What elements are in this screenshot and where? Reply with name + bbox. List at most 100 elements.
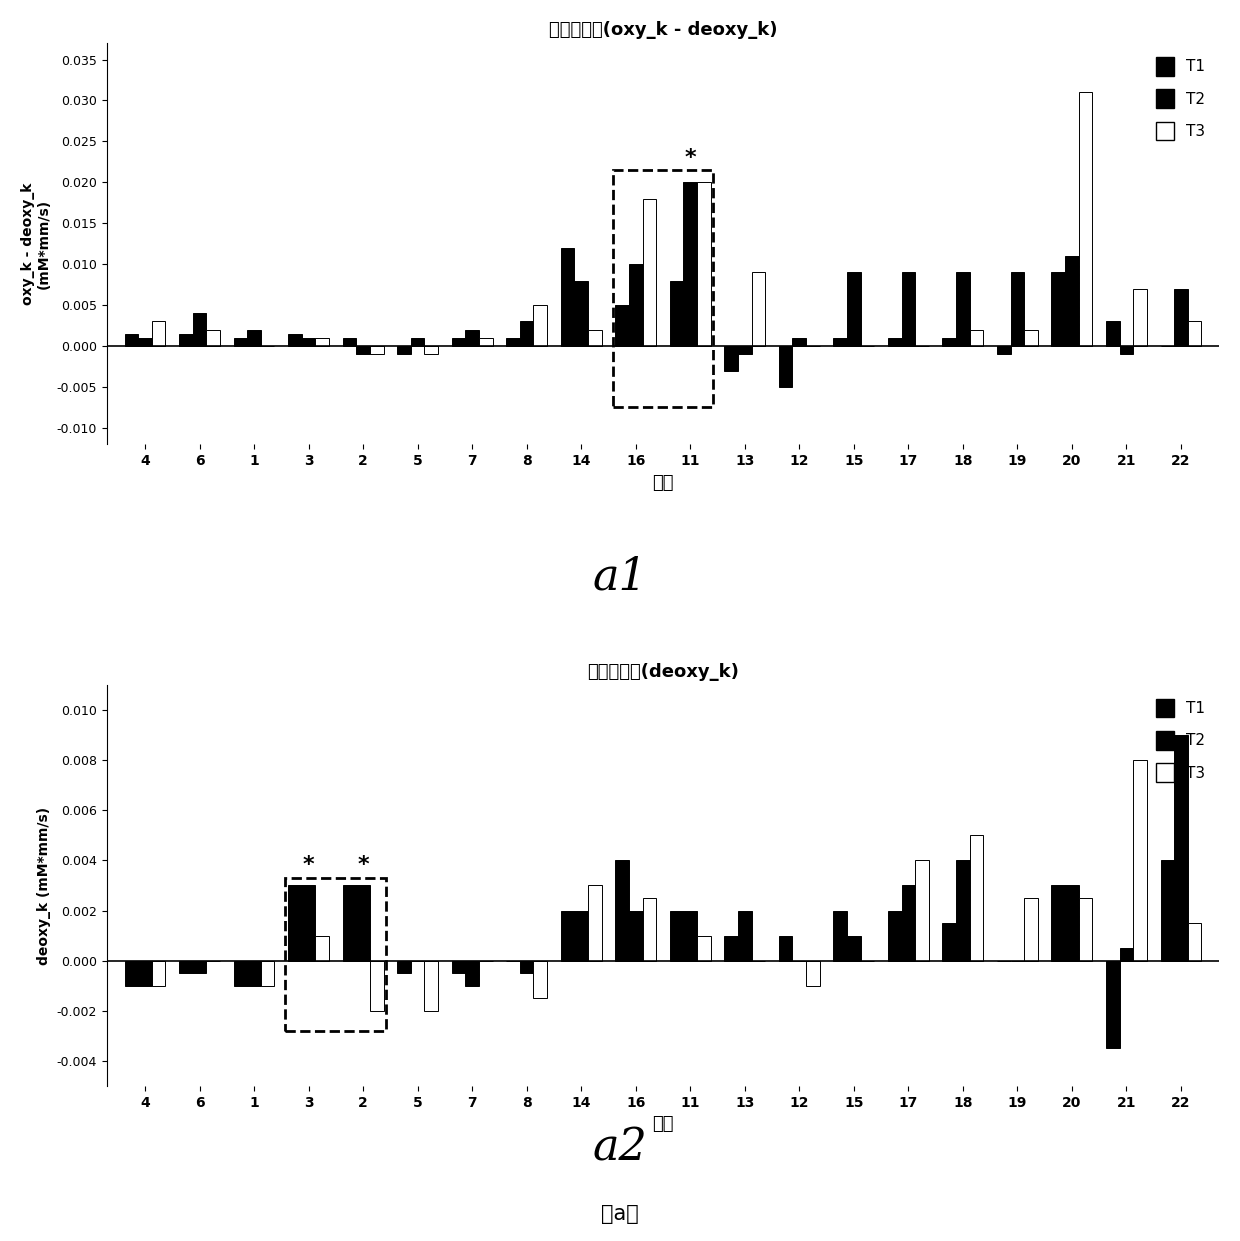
Bar	[1052, 886, 1065, 961]
Bar	[356, 886, 370, 961]
Bar	[970, 330, 983, 346]
Bar	[724, 346, 738, 371]
Bar	[901, 886, 915, 961]
Bar	[942, 923, 956, 961]
Text: （a）: （a）	[601, 1204, 639, 1224]
Bar	[1120, 948, 1133, 961]
Bar	[901, 272, 915, 346]
Bar	[1188, 321, 1202, 346]
Bar	[397, 346, 410, 354]
Legend: T1, T2, T3: T1, T2, T3	[1149, 692, 1211, 788]
Bar	[738, 911, 751, 961]
Bar	[247, 330, 260, 346]
Bar	[615, 860, 629, 961]
Bar	[138, 338, 151, 346]
Bar	[1174, 289, 1188, 346]
Bar	[683, 911, 697, 961]
Bar	[1106, 321, 1120, 346]
Bar	[151, 321, 165, 346]
Bar	[288, 334, 301, 346]
Bar	[670, 280, 683, 346]
Bar	[424, 961, 438, 1011]
Bar	[533, 305, 547, 346]
Bar	[792, 338, 806, 346]
Bar	[724, 936, 738, 961]
Bar	[1065, 886, 1079, 961]
Bar	[642, 199, 656, 346]
Bar	[233, 338, 247, 346]
Bar	[997, 346, 1011, 354]
Bar	[479, 338, 492, 346]
Bar	[1079, 898, 1092, 961]
Bar	[915, 860, 929, 961]
Bar	[956, 860, 970, 961]
Bar	[1120, 346, 1133, 354]
Bar	[356, 346, 370, 354]
Bar	[520, 961, 533, 973]
Bar	[888, 911, 901, 961]
Bar	[560, 911, 574, 961]
Bar	[533, 961, 547, 998]
Text: *: *	[684, 149, 696, 169]
Bar	[451, 961, 465, 973]
Bar	[451, 338, 465, 346]
Bar	[956, 272, 970, 346]
Bar	[560, 248, 574, 346]
Bar	[285, 877, 387, 1031]
Bar	[806, 961, 820, 985]
Bar	[151, 961, 165, 985]
Bar	[520, 321, 533, 346]
Bar	[247, 961, 260, 985]
Bar	[465, 961, 479, 985]
Bar	[613, 170, 713, 407]
Y-axis label: deoxy_k (mM*mm/s): deoxy_k (mM*mm/s)	[37, 807, 51, 964]
Title: 低阻力运动(deoxy_k): 低阻力运动(deoxy_k)	[587, 663, 739, 680]
Bar	[1052, 272, 1065, 346]
Bar	[670, 911, 683, 961]
Bar	[833, 911, 847, 961]
Bar	[779, 346, 792, 387]
Title: 低阻力运动(oxy_k - deoxy_k): 低阻力运动(oxy_k - deoxy_k)	[549, 21, 777, 38]
Bar	[697, 936, 711, 961]
Bar	[179, 334, 192, 346]
Bar	[342, 338, 356, 346]
Bar	[1106, 961, 1120, 1049]
Bar	[315, 338, 329, 346]
Bar	[738, 346, 751, 354]
Bar	[1188, 923, 1202, 961]
Bar	[1133, 761, 1147, 961]
Bar	[506, 338, 520, 346]
Bar	[301, 886, 315, 961]
Bar	[124, 334, 138, 346]
Bar	[260, 961, 274, 985]
Bar	[1174, 735, 1188, 961]
Bar	[751, 272, 765, 346]
Bar	[629, 911, 642, 961]
Bar	[970, 835, 983, 961]
Bar	[683, 182, 697, 346]
Bar	[847, 272, 861, 346]
Bar	[342, 886, 356, 961]
Bar	[588, 330, 601, 346]
Bar	[410, 338, 424, 346]
Bar	[233, 961, 247, 985]
Bar	[138, 961, 151, 985]
Bar	[397, 961, 410, 973]
Bar	[192, 313, 206, 346]
X-axis label: 通道: 通道	[652, 474, 673, 491]
Bar	[888, 338, 901, 346]
Y-axis label: oxy_k - deoxy_k
(mM*mm/s): oxy_k - deoxy_k (mM*mm/s)	[21, 182, 51, 305]
Text: a2: a2	[593, 1127, 647, 1169]
Bar	[465, 330, 479, 346]
Text: *: *	[303, 855, 315, 875]
Bar	[124, 961, 138, 985]
Bar	[288, 886, 301, 961]
Bar	[1011, 272, 1024, 346]
Bar	[192, 961, 206, 973]
Bar	[615, 305, 629, 346]
X-axis label: 通道: 通道	[652, 1116, 673, 1133]
Bar	[315, 936, 329, 961]
Bar	[574, 911, 588, 961]
Bar	[833, 338, 847, 346]
Bar	[1133, 289, 1147, 346]
